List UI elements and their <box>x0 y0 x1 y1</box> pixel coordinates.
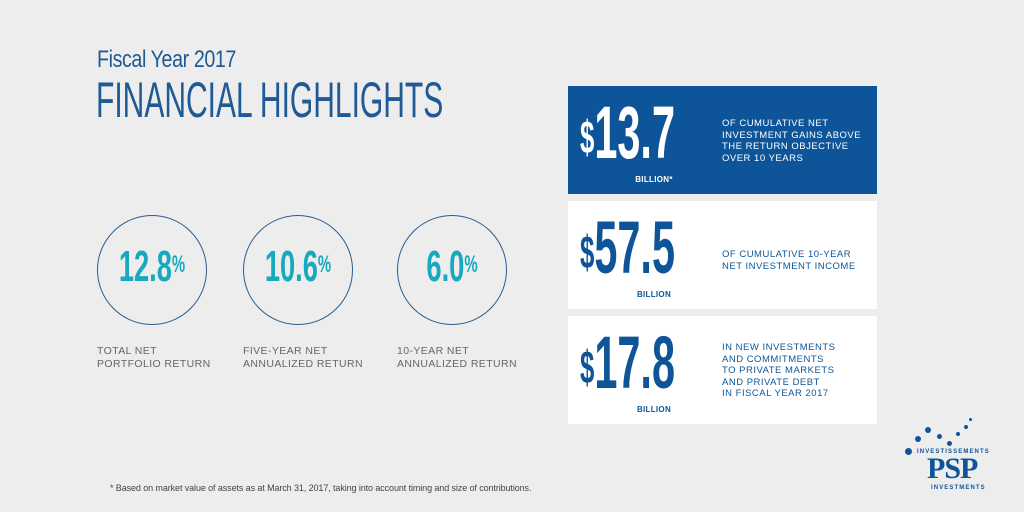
psp-logo: INVESTISSEMENTS PSP INVESTMENTS <box>900 412 1010 496</box>
highlight-description: OF CUMULATIVE NET INVESTMENT GAINS ABOVE… <box>722 118 862 164</box>
highlight-unit: BILLION* <box>635 175 673 184</box>
stat-circle: 6.0% <box>397 215 507 325</box>
highlight-card-income: $57.5 BILLION OF CUMULATIVE 10-YEAR NET … <box>568 201 877 309</box>
logo-dot-icon <box>947 441 952 446</box>
logo-dot-icon <box>915 436 921 442</box>
highlight-description: IN NEW INVESTMENTS AND COMMITMENTS TO PR… <box>722 342 836 399</box>
stat-ten-year-return: 6.0% 10-YEAR NET ANNUALIZED RETURN <box>397 215 517 371</box>
logo-dot-icon <box>905 448 912 455</box>
logo-dot-icon <box>956 432 960 436</box>
logo-main-text: PSP <box>927 452 978 485</box>
stat-label: FIVE-YEAR NET ANNUALIZED RETURN <box>243 345 363 370</box>
stat-value: 12.8% <box>118 242 186 291</box>
stat-circle: 12.8% <box>97 215 207 325</box>
logo-dot-icon <box>964 425 968 429</box>
stat-five-year-return: 10.6% FIVE-YEAR NET ANNUALIZED RETURN <box>243 215 363 371</box>
stat-circle: 10.6% <box>243 215 353 325</box>
highlight-amount: $13.7 <box>580 91 675 174</box>
highlight-unit: BILLION <box>636 405 672 414</box>
highlight-card-investments: $17.8 BILLION IN NEW INVESTMENTS AND COM… <box>568 316 877 424</box>
highlight-card-gains: $13.7 BILLION* OF CUMULATIVE NET INVESTM… <box>568 86 877 194</box>
stat-label: 10-YEAR NET ANNUALIZED RETURN <box>397 345 517 370</box>
stat-label: TOTAL NET PORTFOLIO RETURN <box>97 345 211 370</box>
stat-value: 6.0% <box>426 242 478 291</box>
subtitle: Fiscal Year 2017 <box>97 46 236 73</box>
highlight-amount: $17.8 <box>580 321 675 404</box>
highlight-unit: BILLION <box>636 290 672 299</box>
logo-bottom-text: INVESTMENTS <box>931 485 986 491</box>
page-title: FINANCIAL HIGHLIGHTS <box>96 72 444 128</box>
logo-dot-icon <box>937 434 942 439</box>
highlight-amount: $57.5 <box>580 206 675 289</box>
stat-total-net-return: 12.8% TOTAL NET PORTFOLIO RETURN <box>97 215 211 371</box>
logo-top-text: INVESTISSEMENTS <box>917 449 990 455</box>
highlight-description: OF CUMULATIVE 10-YEAR NET INVESTMENT INC… <box>722 249 856 272</box>
stat-value: 10.6% <box>264 242 332 291</box>
footnote: * Based on market value of assets as at … <box>110 483 532 493</box>
logo-dot-icon <box>925 427 931 433</box>
logo-dot-icon <box>969 418 972 421</box>
